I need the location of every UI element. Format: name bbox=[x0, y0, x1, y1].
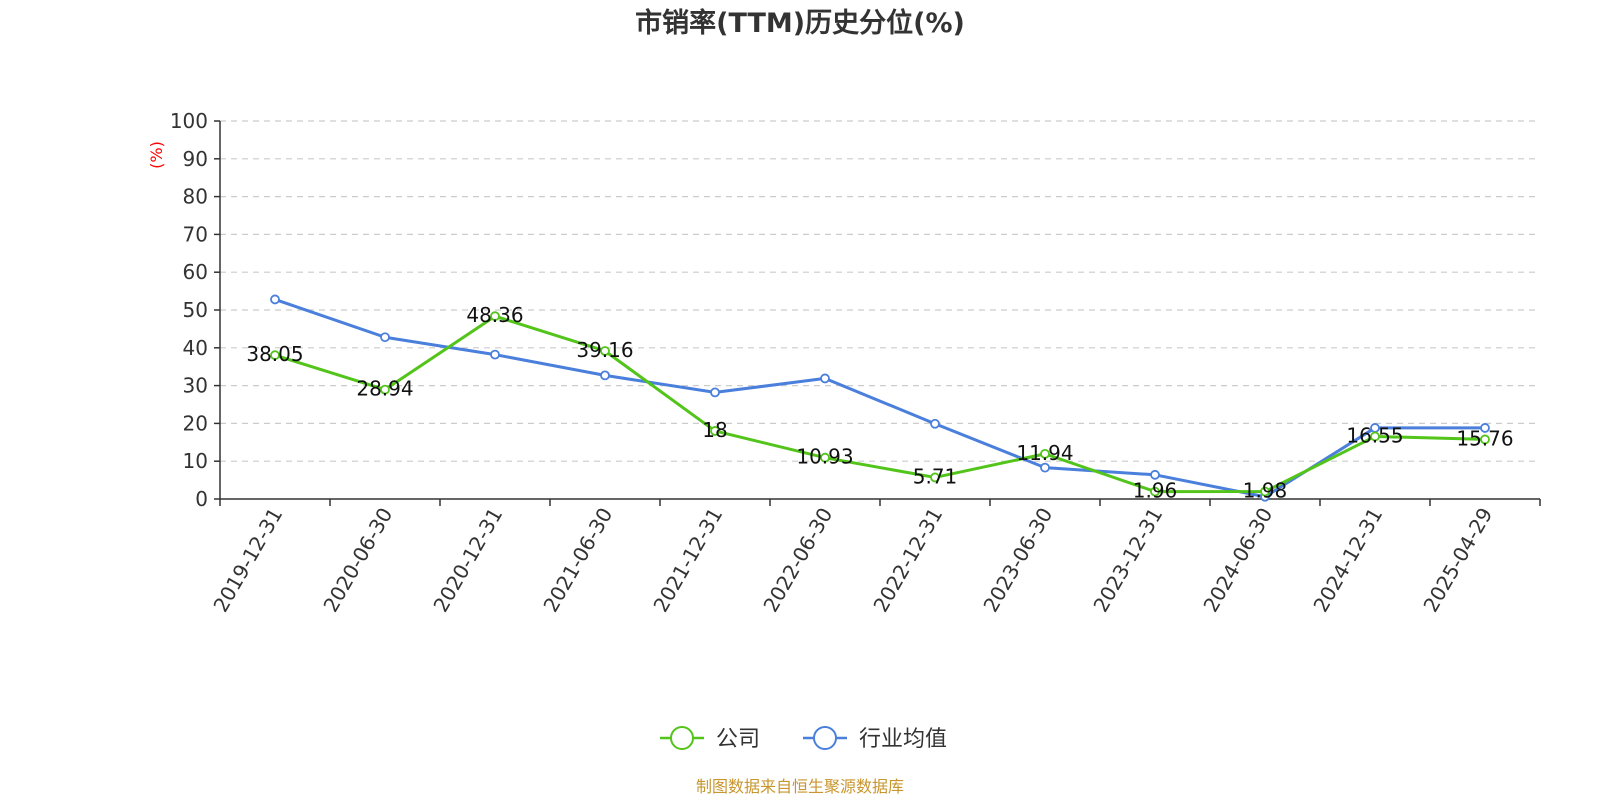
y-tick-label: 90 bbox=[183, 147, 208, 171]
x-tick-label: 2023-06-30 bbox=[978, 504, 1057, 617]
y-tick-label: 100 bbox=[170, 109, 208, 133]
x-tick-label: 2022-06-30 bbox=[758, 504, 837, 617]
grid-lines bbox=[220, 120, 1540, 462]
data-label: 38.05 bbox=[246, 342, 303, 366]
x-axis: 2019-12-31 2020-06-30 2020-12-31 2021-06-30… bbox=[208, 498, 1541, 617]
series-point-1[interactable] bbox=[380, 332, 390, 343]
series-point-1[interactable] bbox=[1480, 423, 1490, 433]
data-label: 11.94 bbox=[1016, 441, 1073, 465]
data-label: 5.71 bbox=[913, 464, 958, 488]
series-line-0 bbox=[274, 314, 1486, 494]
series-point-1[interactable] bbox=[1040, 462, 1050, 473]
legend-label: 行业均值 bbox=[859, 727, 947, 752]
series-point-1[interactable] bbox=[270, 294, 280, 305]
source-note: 制图数据来自恒生聚源数据库 bbox=[696, 777, 904, 796]
legend[interactable]: 公司 行业均值 bbox=[660, 726, 947, 752]
series-point-0[interactable] bbox=[1480, 434, 1490, 445]
series-point-0[interactable] bbox=[1260, 486, 1270, 497]
x-tick-label: 2022-12-31 bbox=[868, 504, 947, 617]
series-point-0[interactable] bbox=[710, 426, 720, 436]
data-label: 1.98 bbox=[1243, 479, 1288, 503]
legend-item-0[interactable]: 公司 bbox=[660, 726, 760, 752]
series-point-1[interactable] bbox=[710, 387, 720, 398]
data-label: 48.36 bbox=[466, 303, 523, 327]
series-point-0[interactable] bbox=[820, 452, 830, 463]
x-tick-label: 2021-06-30 bbox=[538, 504, 617, 617]
x-tick-label: 2023-12-31 bbox=[1088, 504, 1167, 617]
legend-marker bbox=[813, 726, 837, 750]
series-point-0[interactable] bbox=[270, 350, 280, 361]
data-label: 1.96 bbox=[1133, 479, 1178, 503]
x-tick-label: 2019-12-31 bbox=[208, 504, 287, 617]
data-label: 15.76 bbox=[1456, 426, 1513, 450]
y-tick-label: 70 bbox=[183, 222, 208, 246]
y-tick-label: 80 bbox=[183, 185, 208, 209]
x-tick-label: 2024-12-31 bbox=[1308, 504, 1387, 617]
y-axis-label: (%) bbox=[147, 141, 166, 169]
series-point-1[interactable] bbox=[490, 349, 500, 360]
x-tick-label: 2021-12-31 bbox=[648, 504, 727, 617]
data-label: 10.93 bbox=[796, 445, 853, 469]
data-labels: 38.05 28.94 48.36 39.16 18 10.93 5.71 11.94 1.96… bbox=[246, 303, 1513, 502]
series-layer bbox=[270, 294, 1490, 502]
series-point-0[interactable] bbox=[930, 472, 940, 483]
chart-title: 市销率(TTM)历史分位(%) bbox=[635, 7, 965, 39]
x-tick-label: 2020-06-30 bbox=[318, 504, 397, 617]
data-label: 39.16 bbox=[576, 338, 633, 362]
y-tick-label: 30 bbox=[183, 374, 208, 398]
series-point-0[interactable] bbox=[1040, 448, 1050, 459]
data-label: 16.55 bbox=[1346, 423, 1403, 447]
series-point-0[interactable] bbox=[380, 384, 390, 395]
legend-marker bbox=[670, 726, 694, 750]
y-tick-label: 60 bbox=[183, 260, 208, 284]
series-point-0[interactable] bbox=[600, 346, 610, 356]
data-label: 28.94 bbox=[356, 377, 413, 401]
x-tick-label: 2020-12-31 bbox=[428, 504, 507, 617]
series-line-1 bbox=[274, 297, 1485, 499]
x-tick-label: 2024-06-30 bbox=[1198, 504, 1277, 617]
series-point-1[interactable] bbox=[1150, 469, 1160, 480]
series-point-1[interactable] bbox=[600, 370, 610, 381]
data-label: 18 bbox=[702, 418, 727, 442]
legend-label: 公司 bbox=[716, 727, 760, 752]
y-tick-label: 50 bbox=[183, 298, 208, 322]
legend-item-1[interactable]: 行业均值 bbox=[803, 726, 947, 752]
y-tick-label: 0 bbox=[195, 487, 208, 511]
series-point-1[interactable] bbox=[820, 373, 830, 384]
y-axis: 0 10 20 30 40 50 60 70 80 90 100 bbox=[170, 109, 221, 511]
series-point-0[interactable] bbox=[1370, 431, 1380, 442]
series-point-0[interactable] bbox=[490, 311, 500, 322]
y-tick-label: 20 bbox=[183, 411, 208, 435]
series-point-0[interactable] bbox=[1150, 486, 1160, 497]
y-tick-label: 40 bbox=[183, 336, 208, 360]
series-point-1[interactable] bbox=[930, 418, 940, 429]
y-tick-label: 10 bbox=[183, 449, 208, 473]
x-tick-label: 2025-04-29 bbox=[1418, 504, 1497, 617]
